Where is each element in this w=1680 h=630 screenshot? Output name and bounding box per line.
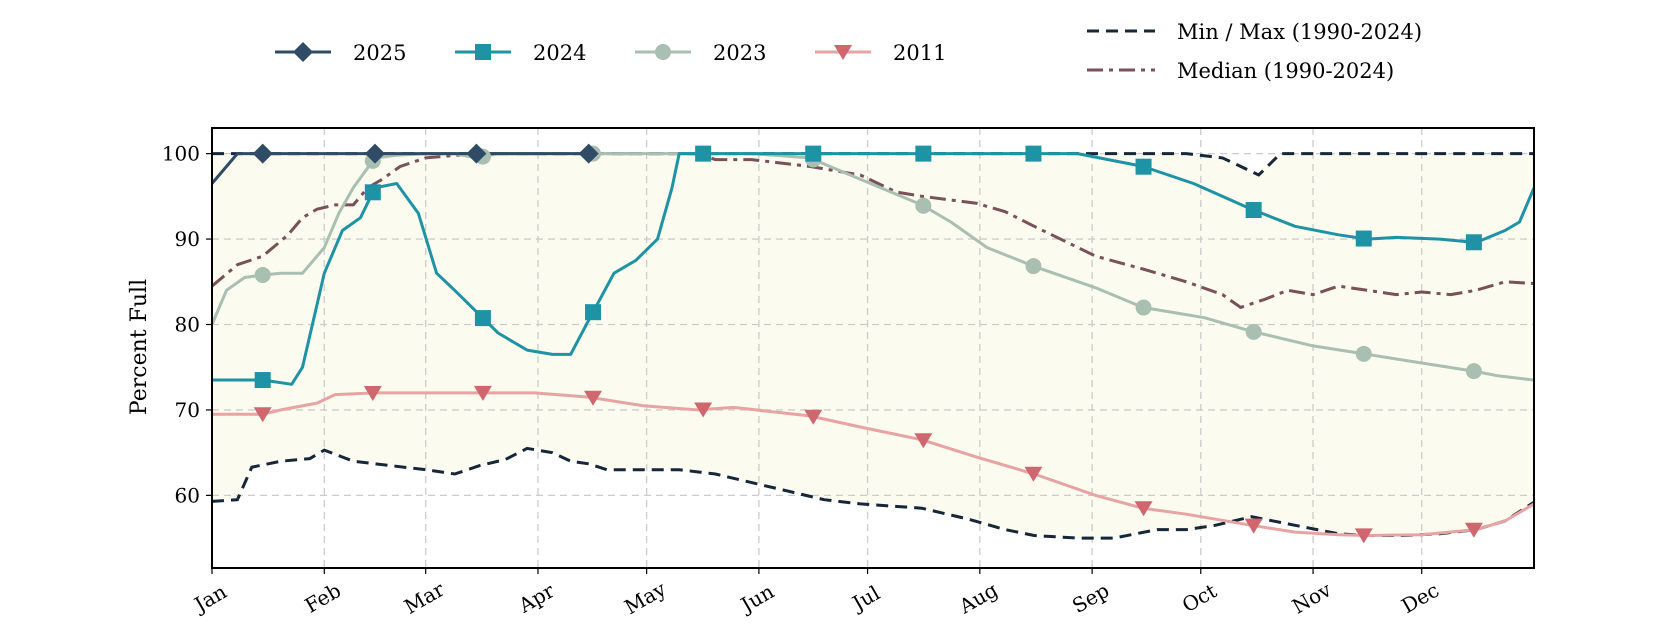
marker-2025 — [252, 143, 273, 164]
marker-2024 — [805, 145, 822, 162]
marker-2024 — [1245, 202, 1262, 219]
marker-2011 — [804, 409, 823, 425]
marker-2025 — [364, 143, 385, 164]
x-tick-label: Aug — [954, 577, 1002, 618]
y-tick-label: 100 — [162, 142, 200, 166]
legend-marker-2011 — [834, 45, 852, 60]
marker-2011 — [253, 407, 272, 423]
legend-label-right: Median (1990-2024) — [1177, 59, 1394, 83]
y-tick-label: 80 — [175, 313, 200, 337]
x-tick-label: May — [620, 576, 670, 619]
legend-marker-2023 — [655, 44, 671, 60]
marker-2023 — [1025, 258, 1042, 275]
series-line-2025 — [212, 152, 589, 185]
legend: 2025 2024 2023 2011 Min / Max (1990-2024) Med… — [275, 20, 1422, 83]
min-max-band — [212, 153, 1534, 539]
marker-2011 — [1024, 466, 1043, 482]
x-tick-label: Dec — [1397, 578, 1443, 618]
marker-2024 — [1135, 158, 1152, 175]
marker-2023 — [1245, 323, 1262, 340]
marker-2011 — [1464, 522, 1483, 538]
min-line — [212, 446, 1534, 540]
x-tick-label: Jun — [735, 579, 778, 618]
marker-2024 — [364, 184, 381, 201]
marker-2011 — [1354, 528, 1373, 544]
marker-2011 — [914, 433, 933, 449]
legend-label-right: Min / Max (1990-2024) — [1177, 20, 1422, 44]
marker-2023 — [1135, 299, 1152, 316]
marker-2011 — [584, 390, 603, 406]
y-tick-label: 90 — [175, 227, 200, 251]
legend-label-2024: 2024 — [533, 41, 586, 65]
series-lines — [212, 152, 1534, 540]
x-tick-label: Oct — [1178, 579, 1221, 618]
marker-2011 — [473, 385, 492, 401]
marker-2011 — [1244, 518, 1263, 534]
legend-label-2011: 2011 — [893, 41, 946, 65]
marker-2024 — [474, 310, 491, 327]
legend-marker-2024 — [475, 44, 491, 60]
y-tick-label: 70 — [175, 398, 200, 422]
x-tick-label: Mar — [400, 577, 449, 619]
series-line-median-1990-2024 — [212, 152, 1534, 309]
marker-2024 — [915, 145, 932, 162]
marker-2025 — [578, 143, 599, 164]
marker-2024 — [1465, 234, 1482, 251]
legend-marker-2025 — [293, 42, 313, 62]
marker-2011 — [1134, 501, 1153, 517]
x-tick-label: Apr — [514, 578, 559, 618]
marker-2011 — [694, 402, 713, 418]
x-tick-label: Nov — [1288, 577, 1336, 619]
series-line-2024 — [212, 152, 1534, 386]
y-tick-label: 60 — [175, 483, 200, 507]
x-tick-label: Jan — [189, 579, 231, 617]
marker-2024 — [1025, 145, 1042, 162]
marker-2023 — [1355, 345, 1372, 362]
legend-label-2023: 2023 — [713, 41, 766, 65]
marker-2023 — [254, 266, 271, 283]
marker-2025 — [466, 143, 487, 164]
x-tick-label: Jul — [847, 581, 884, 616]
y-axis-label: Percent Full — [127, 279, 152, 415]
marker-2024 — [1355, 230, 1372, 247]
marker-2024 — [695, 145, 712, 162]
marker-2011 — [363, 385, 382, 401]
series-line-2011 — [212, 391, 1534, 537]
marker-2023 — [1465, 363, 1482, 380]
marker-2024 — [254, 372, 271, 389]
max-line — [212, 152, 1534, 177]
plot-area: Jan Feb Mar Apr May Jun Jul Aug Sep Oct Nov Dec 60 70… — [162, 127, 1535, 619]
x-tick-label: Feb — [301, 578, 345, 617]
plot-frame — [211, 127, 1535, 569]
marker-2024 — [585, 304, 602, 321]
x-tick-label: Sep — [1068, 578, 1113, 618]
marker-2023 — [915, 197, 932, 214]
legend-label-2025: 2025 — [353, 41, 406, 65]
